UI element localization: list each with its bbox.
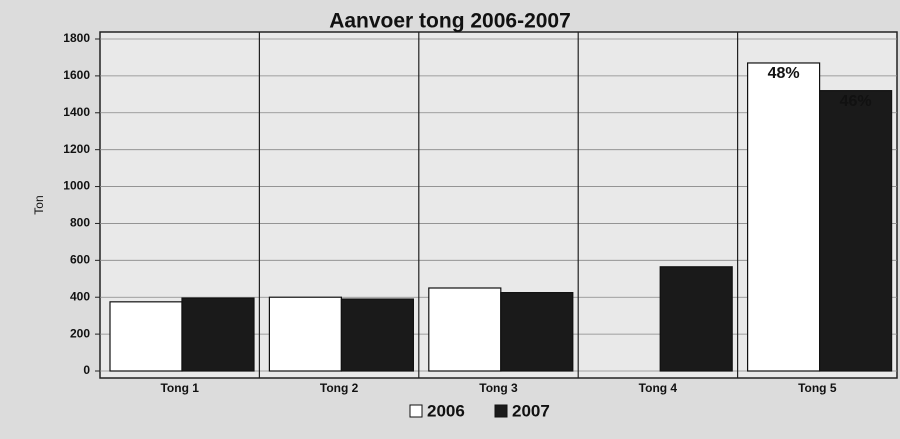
legend-swatch <box>409 404 423 418</box>
x-tick-label: Tong 1 <box>160 381 199 395</box>
bar <box>181 297 255 372</box>
bar <box>268 296 342 372</box>
annotation: 48% <box>768 65 800 82</box>
y-tick-label: 1600 <box>63 68 90 82</box>
chart-title: Aanvoer tong 2006-2007 <box>329 10 571 33</box>
bar <box>500 292 574 372</box>
y-tick-label: 1200 <box>63 142 90 156</box>
y-axis-label: Ton <box>32 195 46 214</box>
x-tick-label: Tong 4 <box>639 381 678 395</box>
x-tick-label: Tong 5 <box>798 381 837 395</box>
y-tick-label: 200 <box>70 326 90 340</box>
y-tick-label: 1400 <box>63 105 90 119</box>
bar <box>340 298 414 372</box>
y-tick-label: 800 <box>70 216 90 230</box>
bar <box>659 266 733 372</box>
bar <box>109 301 183 372</box>
y-tick-label: 0 <box>83 363 90 377</box>
y-tick-label: 1800 <box>63 31 90 45</box>
bar <box>746 62 821 372</box>
legend-swatch <box>494 404 508 418</box>
y-tick-label: 1000 <box>63 179 90 193</box>
x-tick-label: Tong 3 <box>479 381 518 395</box>
y-tick-label: 600 <box>70 253 90 267</box>
x-tick-label: Tong 2 <box>320 381 359 395</box>
bar <box>428 287 502 372</box>
bar <box>818 90 893 372</box>
y-tick-label: 400 <box>70 289 90 303</box>
legend-label: 2006 <box>427 401 465 420</box>
legend-label: 2007 <box>512 401 550 420</box>
annotation: 46% <box>840 93 872 110</box>
